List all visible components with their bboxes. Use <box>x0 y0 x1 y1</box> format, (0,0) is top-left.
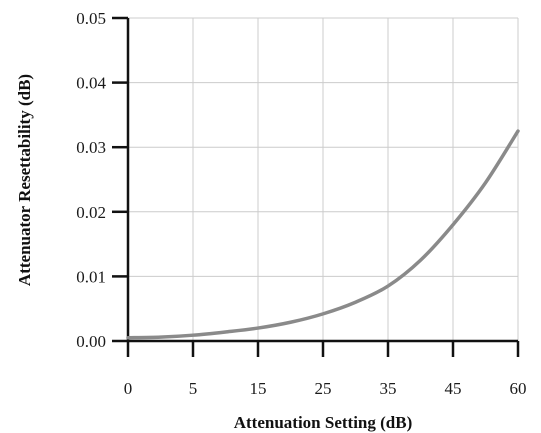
y-tick-label: 0.00 <box>76 332 106 351</box>
series-layer <box>126 129 520 340</box>
x-tick-label: 15 <box>250 379 267 398</box>
y-axis-title: Attenuator Resettability (dB) <box>15 74 34 286</box>
y-tick-label: 0.01 <box>76 267 106 286</box>
x-tick-label: 25 <box>315 379 332 398</box>
y-tick-label: 0.02 <box>76 203 106 222</box>
grid <box>128 17 519 341</box>
y-tick-label: 0.04 <box>76 74 106 93</box>
x-tick-label: 5 <box>189 379 198 398</box>
y-tick-label: 0.03 <box>76 138 106 157</box>
x-tick-label: 35 <box>380 379 397 398</box>
axes <box>112 16 520 357</box>
x-axis-title: Attenuation Setting (dB) <box>234 413 413 432</box>
x-tick-label: 60 <box>510 379 527 398</box>
x-tick-label: 45 <box>445 379 462 398</box>
series-line <box>126 129 520 340</box>
tick-labels: 0 5 15 25 35 45 60 0.00 0.01 0.02 0.03 0.04 0.05 <box>76 9 526 398</box>
y-tick-label: 0.05 <box>76 9 106 28</box>
x-tick-label: 0 <box>124 379 133 398</box>
